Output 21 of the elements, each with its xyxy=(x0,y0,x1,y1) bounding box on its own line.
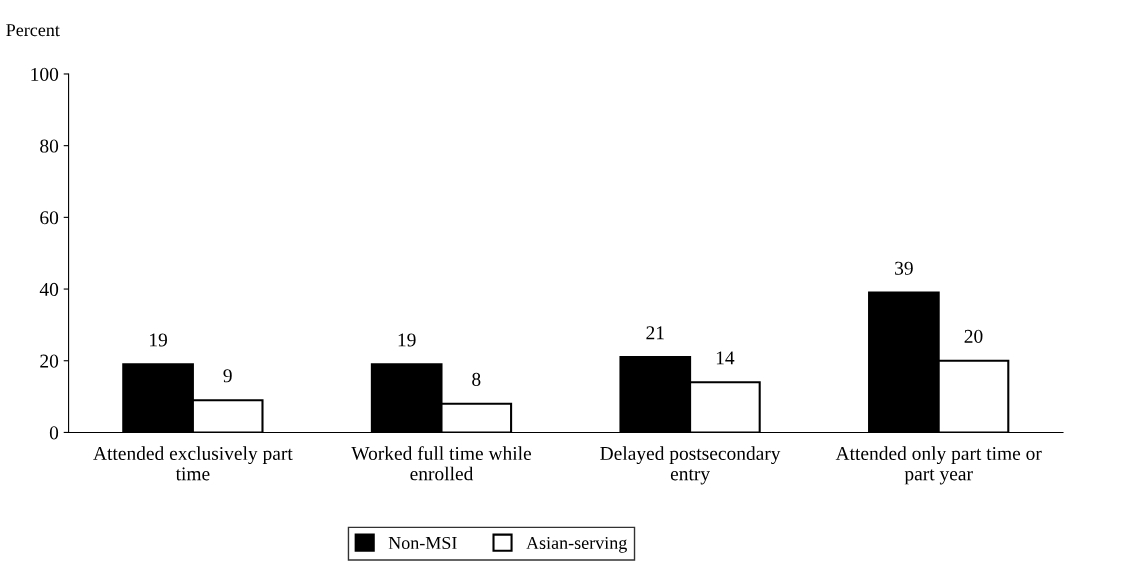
x-tick-label: Delayed postsecondary entry xyxy=(600,446,781,485)
y-axis-title: Percent xyxy=(6,24,60,37)
data-label: 20 xyxy=(964,329,983,343)
legend-label: Non-MSI xyxy=(388,536,457,550)
x-tick-label: Worked full time while enrolled xyxy=(351,446,532,481)
data-label: 14 xyxy=(716,351,735,365)
y-tick-label: 60 xyxy=(40,211,59,225)
data-label: 8 xyxy=(472,372,481,386)
data-label: 19 xyxy=(398,333,416,347)
y-tick-label: 0 xyxy=(49,426,59,440)
y-tick-label: 40 xyxy=(39,282,59,296)
y-tick-label: 80 xyxy=(40,139,59,153)
y-tick-label: 20 xyxy=(40,354,59,368)
x-tick-label: Attended exclusively part time xyxy=(93,446,293,481)
legend-label: Asian-serving xyxy=(526,536,627,553)
data-label: 19 xyxy=(150,333,167,347)
data-label: 39 xyxy=(895,261,913,275)
y-tick-label: 100 xyxy=(31,67,59,81)
data-label: 21 xyxy=(646,326,664,340)
x-tick-label: Attended only part time or part year xyxy=(835,446,1042,485)
data-label: 9 xyxy=(223,369,232,383)
